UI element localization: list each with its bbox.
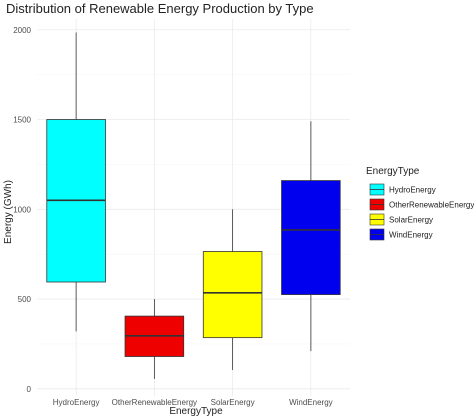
legend: EnergyType HydroEnergy OtherRenewableEner… [366, 166, 474, 241]
legend-item: SolarEnergy [369, 213, 433, 226]
box-hydroenergy [46, 32, 106, 332]
legend-label: WindEnergy [389, 231, 433, 240]
x-tick-label: SolarEnergy [211, 398, 255, 407]
box-otherrenewableenergy [124, 299, 185, 379]
box-iqr [281, 180, 341, 295]
x-axis-title: EnergyType [169, 406, 223, 417]
legend-label: OtherRenewableEnergy [389, 201, 474, 210]
chart-title: Distribution of Renewable Energy Product… [6, 1, 314, 16]
legend-item: OtherRenewableEnergy [369, 198, 474, 211]
box-iqr [202, 251, 263, 339]
legend-label: SolarEnergy [389, 216, 433, 225]
box-solarenergy [202, 209, 263, 370]
y-tick-label: 2000 [13, 26, 31, 35]
x-tick-label: OtherRenewableEnergy [112, 398, 197, 407]
x-tick-label: WindEnergy [289, 398, 333, 407]
box-series [46, 32, 341, 379]
x-axis-ticks: HydroEnergy OtherRenewableEnergy SolarEner… [53, 398, 333, 407]
legend-title: EnergyType [366, 166, 420, 177]
y-tick-label: 500 [18, 295, 32, 304]
y-axis-ticks: 0 500 1000 1500 2000 [13, 26, 31, 394]
y-axis-title: Energy (GWh) [3, 180, 14, 244]
legend-item: WindEnergy [369, 228, 433, 241]
box-windenergy [281, 121, 341, 352]
y-tick-label: 1500 [13, 116, 31, 125]
y-tick-label: 1000 [13, 205, 31, 214]
legend-label: HydroEnergy [389, 186, 436, 195]
legend-item: HydroEnergy [369, 183, 436, 196]
y-tick-label: 0 [27, 385, 32, 394]
x-tick-label: HydroEnergy [53, 398, 100, 407]
